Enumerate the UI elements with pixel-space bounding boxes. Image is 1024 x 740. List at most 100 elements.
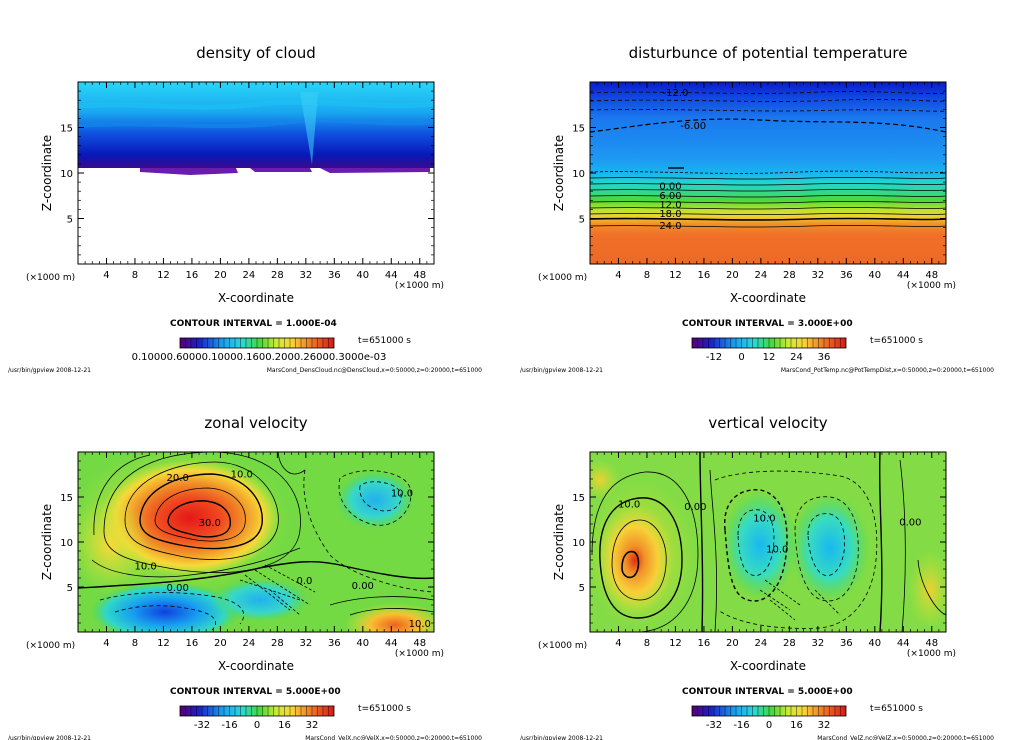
- x-tick-label: 12: [669, 638, 682, 649]
- x-tick-label: 12: [157, 638, 170, 649]
- x-tick-label: 20: [214, 638, 227, 649]
- x-tick-label: 48: [413, 638, 426, 649]
- y-tick-label: 10: [572, 538, 585, 549]
- colorbar-tick-label: 32: [818, 720, 831, 731]
- cloud-density-field: [78, 82, 434, 264]
- x-axis-label: X-coordinate: [218, 291, 294, 305]
- x-tick-label: 24: [755, 270, 768, 281]
- x-tick-label: 8: [132, 638, 138, 649]
- contour-label: 10.0: [753, 514, 775, 525]
- x-tick-label: 36: [328, 638, 341, 649]
- contour-label: 18.0: [659, 209, 681, 220]
- colorbar-tick-label: -16: [733, 720, 749, 731]
- contour-label: 0.00: [659, 182, 681, 193]
- x-tick-label: 32: [299, 270, 312, 281]
- colorbar-tick-label: 24: [790, 352, 803, 363]
- x-tick-label: 28: [783, 638, 796, 649]
- contour-label: 10.0: [391, 489, 413, 500]
- x-unit-label-right: (×1000 m): [907, 281, 956, 291]
- contour-label: 10.0: [409, 619, 431, 630]
- y-tick-label: 15: [572, 493, 585, 504]
- x-tick-label: 16: [186, 270, 199, 281]
- contour-label: 20.0: [167, 473, 189, 484]
- x-tick-label: 36: [840, 638, 853, 649]
- contour-interval: CONTOUR INTERVAL = 5.000E+00: [682, 687, 853, 697]
- y-tick-label: 5: [579, 583, 585, 594]
- footer-command: /usr/bin/gpview 2008-12-21: [8, 367, 91, 374]
- time-stamp: t=651000 s: [358, 336, 411, 346]
- potential-temperature-field: [590, 82, 946, 264]
- x-tick-label: 4: [103, 638, 109, 649]
- x-tick-label: 8: [644, 638, 650, 649]
- x-tick-label: 36: [840, 270, 853, 281]
- y-axis-label: Z-coordinate: [40, 135, 54, 211]
- x-tick-label: 16: [698, 270, 711, 281]
- contour-label: 0.00: [899, 517, 921, 528]
- x-tick-label: 40: [356, 270, 369, 281]
- y-tick-label: 10: [60, 169, 73, 180]
- x-tick-label: 40: [868, 638, 881, 649]
- x-tick-label: 12: [157, 270, 170, 281]
- x-tick-label: 8: [132, 270, 138, 281]
- x-tick-label: 40: [356, 638, 369, 649]
- footer-source: MarsCond_VelZ.nc@VelZ,x=0:50000,z=0:2000…: [817, 735, 994, 740]
- x-tick-label: 32: [299, 638, 312, 649]
- x-tick-label: 36: [328, 270, 341, 281]
- panel-title: zonal velocity: [204, 414, 307, 432]
- x-axis-label: X-coordinate: [218, 659, 294, 673]
- x-tick-label: 48: [925, 270, 938, 281]
- x-tick-label: 24: [243, 270, 256, 281]
- colorbar-tick-label: -16: [221, 720, 237, 731]
- contour-label: 30.0: [199, 518, 221, 529]
- time-stamp: t=651000 s: [870, 336, 923, 346]
- x-axis-label: X-coordinate: [730, 659, 806, 673]
- y-tick-label: 5: [67, 215, 73, 226]
- contour-label: 0.0: [296, 576, 312, 587]
- y-tick-label: 10: [572, 169, 585, 180]
- x-tick-label: 8: [644, 270, 650, 281]
- contour-label: -6.00: [680, 121, 706, 132]
- colorbar-tick-label: -12: [706, 352, 722, 363]
- x-tick-label: 32: [811, 638, 824, 649]
- contour-label: 24.0: [659, 221, 681, 232]
- contour-label: 10.0: [135, 561, 157, 572]
- x-unit-label-right: (×1000 m): [395, 281, 444, 291]
- x-tick-label: 44: [385, 270, 398, 281]
- contour-interval: CONTOUR INTERVAL = 1.000E-04: [170, 319, 337, 329]
- colorbar-tick-label: 16: [278, 720, 291, 731]
- contour-label: 12.0: [659, 200, 681, 211]
- colorbar-tick-label: 16: [790, 720, 803, 731]
- y-tick-label: 5: [579, 215, 585, 226]
- x-tick-label: 16: [698, 638, 711, 649]
- x-tick-label: 24: [243, 638, 256, 649]
- footer-command: /usr/bin/gpview 2008-12-21: [8, 735, 91, 740]
- contour-label: 10.0: [618, 499, 640, 510]
- y-tick-label: 10: [60, 538, 73, 549]
- zonal-velocity-field: [78, 452, 434, 632]
- contour-label: 0.00: [352, 581, 374, 592]
- x-tick-label: 40: [868, 270, 881, 281]
- x-tick-label: 32: [811, 270, 824, 281]
- contour-label: 10.0: [231, 470, 253, 481]
- x-tick-label: 4: [615, 270, 621, 281]
- x-unit-label: (×1000 m): [538, 641, 587, 651]
- y-tick-label: 15: [60, 124, 73, 135]
- colorbar-tick-label: 36: [818, 352, 831, 363]
- y-axis-label: Z-coordinate: [552, 135, 566, 211]
- contour-label: 6.00: [659, 191, 681, 202]
- footer-command: /usr/bin/gpview 2008-12-21: [520, 735, 603, 740]
- y-axis-label: Z-coordinate: [552, 504, 566, 580]
- time-stamp: t=651000 s: [358, 704, 411, 714]
- contour-interval: CONTOUR INTERVAL = 3.000E+00: [682, 319, 853, 329]
- x-tick-label: 20: [214, 270, 227, 281]
- y-tick-label: 15: [60, 493, 73, 504]
- contour-label: -12.0: [663, 88, 689, 99]
- y-tick-label: 5: [67, 583, 73, 594]
- colorbar-tick-label: 0: [738, 352, 744, 363]
- x-unit-label-right: (×1000 m): [395, 649, 444, 659]
- panel-title: disturbunce of potential temperature: [629, 44, 908, 62]
- footer-source: MarsCond_PotTemp.nc@PotTempDist,x=0:5000…: [781, 367, 994, 374]
